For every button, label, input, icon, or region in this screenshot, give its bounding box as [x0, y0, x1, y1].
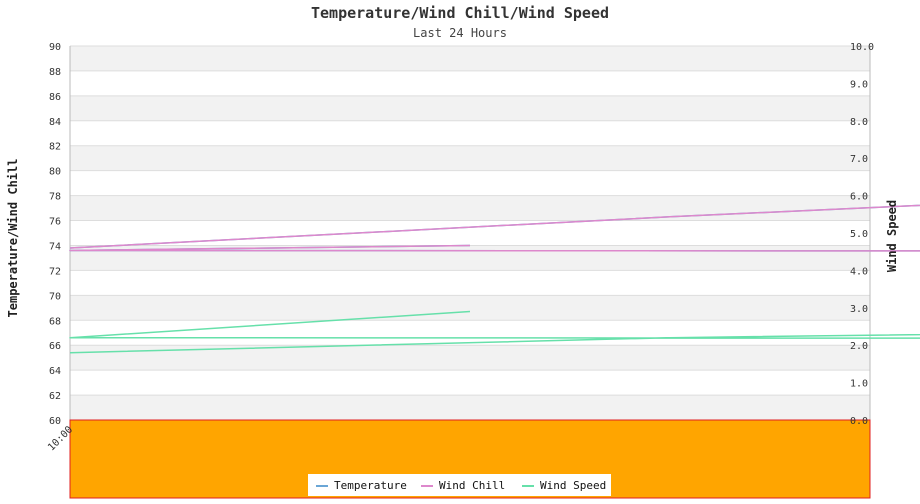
y-tick-label: 64: [49, 366, 61, 377]
grid-band: [70, 345, 870, 371]
y-tick-label: 76: [49, 217, 61, 228]
y-tick-label: 84: [49, 117, 61, 128]
y2-axis-label: Wind Speed: [885, 200, 899, 272]
y-tick-label: 70: [49, 291, 61, 302]
y-axis-label: Temperature/Wind Chill: [6, 159, 20, 318]
y2-tick-label: 4.0: [850, 266, 868, 277]
grid-band: [70, 145, 870, 171]
chart-subtitle: Last 24 Hours: [413, 26, 507, 40]
legend-item-temperature: Temperature: [334, 479, 407, 492]
y-tick-label: 90: [49, 42, 61, 53]
y-tick-label: 66: [49, 341, 61, 352]
y2-tick-label: 5.0: [850, 229, 868, 240]
y2-tick-label: 0.0: [850, 416, 868, 427]
y-tick-label: 72: [49, 266, 61, 277]
grid-band: [70, 46, 870, 71]
y2-tick-label: 2.0: [850, 341, 868, 352]
grid-band: [70, 195, 870, 221]
y2-tick-label: 10.0: [850, 42, 874, 53]
y-tick-label: 74: [49, 241, 61, 252]
y-tick-label: 80: [49, 167, 61, 178]
legend-item-wind-speed: Wind Speed: [540, 479, 606, 492]
legend: Temperature Wind Chill Wind Speed: [308, 474, 611, 496]
grid-band: [70, 395, 870, 420]
grid-band: [70, 295, 870, 321]
y-tick-label: 88: [49, 67, 61, 78]
chart-title: Temperature/Wind Chill/Wind Speed: [311, 4, 609, 22]
y-tick-label: 68: [49, 316, 61, 327]
y-tick-label: 86: [49, 92, 61, 103]
y2-tick-label: 1.0: [850, 379, 868, 390]
y-axis-left-ticks: 60 62 64 66 68 70 72 74 76 78 80 82 84 86 88 90: [49, 42, 61, 427]
y-tick-label: 78: [49, 192, 61, 203]
grid-band: [70, 245, 870, 271]
y2-tick-label: 6.0: [850, 192, 868, 203]
legend-box: [308, 474, 611, 496]
grid-band: [70, 95, 870, 121]
y2-tick-label: 9.0: [850, 79, 868, 90]
grid-bands: [69, 45, 871, 421]
y-tick-label: 60: [49, 416, 61, 427]
legend-item-wind-chill: Wind Chill: [439, 479, 505, 492]
y-tick-label: 62: [49, 391, 61, 402]
y2-tick-label: 8.0: [850, 117, 868, 128]
y-tick-label: 82: [49, 142, 61, 153]
y2-tick-label: 7.0: [850, 154, 868, 165]
y2-tick-label: 3.0: [850, 304, 868, 315]
y-axis-right-ticks: 0.0 1.0 2.0 3.0 4.0 5.0 6.0 7.0 8.0 9.0 10.0: [850, 42, 874, 427]
